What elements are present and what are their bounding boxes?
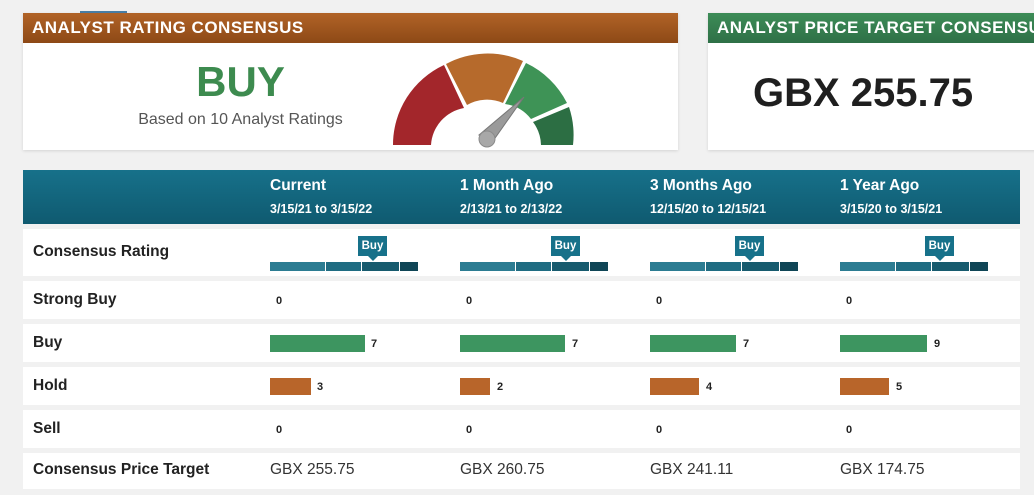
row-consensus-price-target: Consensus Price Target GBX 255.75 GBX 26… — [23, 453, 1020, 489]
buy-bar — [460, 335, 565, 352]
rating-card-title: Analyst Rating Consensus — [23, 13, 678, 43]
gauge-strong-buy-segment — [533, 107, 574, 145]
hold-bar — [840, 378, 889, 395]
price-target-cell: GBX 241.11 — [650, 461, 734, 478]
top-accent-line — [80, 11, 127, 13]
date-range: 12/15/20 to 12/15/21 — [650, 202, 767, 216]
column-header-1-year-ago: 1 Year Ago 3/15/20 to 3/15/21 — [840, 177, 942, 216]
period-label: 3 Months Ago — [650, 177, 752, 194]
row-buy: Buy 7 7 7 9 — [23, 324, 1020, 362]
consensus-badge: Buy — [551, 236, 580, 261]
period-label: Current — [270, 177, 326, 194]
consensus-scale — [650, 262, 799, 271]
buy-bar — [840, 335, 927, 352]
row-hold: Hold 3 2 4 5 — [23, 367, 1020, 405]
consensus-scale — [460, 262, 609, 271]
strong-buy-count: 0 — [466, 295, 473, 307]
sell-count: 0 — [276, 424, 283, 436]
row-label: Hold — [33, 377, 68, 394]
price-target-cell: GBX 174.75 — [840, 461, 925, 478]
column-header-3-months-ago: 3 Months Ago 12/15/20 to 12/15/21 — [650, 177, 766, 216]
date-range: 2/13/21 to 2/13/22 — [460, 202, 563, 216]
hold-bar — [460, 378, 490, 395]
date-range: 3/15/21 to 3/15/22 — [270, 202, 373, 216]
hold-count: 4 — [706, 381, 713, 393]
gauge-sell-segment — [392, 65, 464, 145]
sell-count: 0 — [656, 424, 663, 436]
hold-bar — [270, 378, 311, 395]
gauge-buy-segment — [505, 63, 567, 119]
consensus-badge: Buy — [358, 236, 387, 261]
row-label: Sell — [33, 420, 61, 437]
row-strong-buy: Strong Buy 0 0 0 0 — [23, 281, 1020, 319]
analyst-rating-consensus-card: Analyst Rating Consensus BUY Based on 10… — [23, 13, 678, 150]
buy-count: 7 — [572, 338, 579, 350]
row-consensus-rating: Consensus Rating Buy Buy Buy Buy — [23, 229, 1020, 276]
target-card-title: Analyst Price Target Consensus — [708, 13, 1034, 43]
buy-count: 7 — [743, 338, 750, 350]
analyst-price-target-card: Analyst Price Target Consensus GBX 255.7… — [708, 13, 1034, 150]
buy-bar — [650, 335, 736, 352]
consensus-scale — [840, 262, 989, 271]
consensus-badge: Buy — [925, 236, 954, 261]
row-label: Strong Buy — [33, 291, 117, 308]
price-target-value: GBX 255.75 — [753, 71, 974, 115]
column-header-current: Current 3/15/21 to 3/15/22 — [270, 177, 372, 216]
column-header-1-month-ago: 1 Month Ago 2/13/21 to 2/13/22 — [460, 177, 562, 216]
hold-count: 3 — [317, 381, 324, 393]
hold-count: 5 — [896, 381, 903, 393]
date-range: 3/15/20 to 3/15/21 — [840, 202, 943, 216]
price-target-cell: GBX 260.75 — [460, 461, 545, 478]
row-sell: Sell 0 0 0 0 — [23, 410, 1020, 448]
row-label: Consensus Price Target — [33, 461, 210, 478]
strong-buy-count: 0 — [276, 295, 283, 307]
consensus-badge: Buy — [735, 236, 764, 261]
sell-count: 0 — [466, 424, 473, 436]
buy-count: 7 — [371, 338, 378, 350]
consensus-scale — [270, 262, 419, 271]
ratings-history-table: Current 3/15/21 to 3/15/22 1 Month Ago 2… — [23, 170, 1020, 489]
period-label: 1 Month Ago — [460, 177, 554, 194]
hold-bar — [650, 378, 699, 395]
rating-gauge — [392, 53, 574, 148]
hold-count: 2 — [497, 381, 504, 393]
row-label: Consensus Rating — [33, 243, 170, 260]
gauge-hold-segment — [446, 53, 523, 105]
row-label: Buy — [33, 334, 63, 351]
buy-bar — [270, 335, 365, 352]
strong-buy-count: 0 — [656, 295, 663, 307]
price-target-cell: GBX 255.75 — [270, 461, 355, 478]
strong-buy-count: 0 — [846, 295, 853, 307]
consensus-rating-value: BUY — [196, 58, 285, 105]
ratings-count-text: Based on 10 Analyst Ratings — [138, 111, 343, 128]
buy-count: 9 — [934, 338, 941, 350]
table-header: Current 3/15/21 to 3/15/22 1 Month Ago 2… — [23, 170, 1020, 224]
sell-count: 0 — [846, 424, 853, 436]
period-label: 1 Year Ago — [840, 177, 920, 194]
gauge-needle-hub — [478, 130, 496, 148]
